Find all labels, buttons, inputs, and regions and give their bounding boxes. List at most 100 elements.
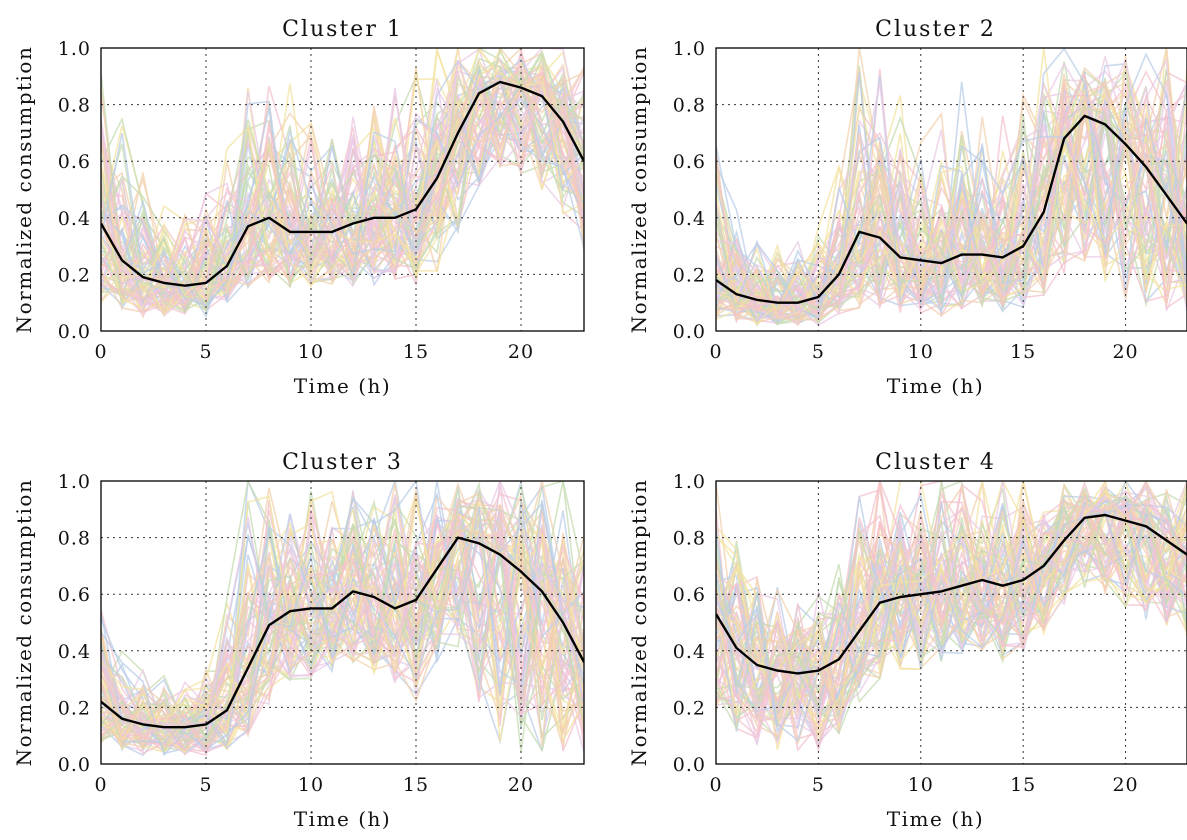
y-tick-label: 0.4	[673, 208, 706, 230]
member-profile-line	[716, 488, 1187, 706]
y-tick-label: 0.6	[673, 584, 706, 606]
member-profile-line	[101, 49, 584, 315]
y-tick-label: 0.4	[58, 641, 91, 663]
x-tick-label: 0	[94, 774, 107, 796]
cluster-2-panel: 0 5 10 15 20 0.0 0.2 0.4 0.6 0.8 1.0 Cluster 2 Time …	[627, 17, 1187, 398]
x-tick-label: 10	[908, 341, 934, 363]
y-axis-label: Normalized consumption	[12, 479, 36, 767]
x-tick-label: 0	[94, 341, 107, 363]
member-profile-line	[716, 481, 1187, 745]
x-tick-label: 10	[908, 774, 934, 796]
x-tick-label: 0	[709, 341, 722, 363]
y-tick-label: 0.2	[58, 264, 91, 286]
x-tick-label: 20	[1112, 341, 1138, 363]
member-profile-line	[101, 537, 584, 753]
x-axis-label: Time (h)	[294, 807, 391, 831]
member-profile-line	[716, 91, 1187, 325]
x-axis-label: Time (h)	[294, 374, 391, 398]
member-profile-line	[101, 530, 584, 750]
member-profile-line	[101, 510, 584, 754]
panel-title: Cluster 3	[282, 450, 403, 475]
y-tick-label: 0.8	[58, 95, 91, 117]
x-tick-label: 10	[298, 774, 324, 796]
y-tick-label: 1.0	[673, 38, 706, 60]
y-tick-label: 0.8	[673, 528, 706, 550]
member-profile-line	[101, 490, 584, 743]
y-tick-label: 0.2	[673, 264, 706, 286]
member-profile-line	[101, 48, 584, 316]
x-tick-label: 15	[1010, 341, 1036, 363]
x-tick-label: 10	[298, 341, 324, 363]
y-axis-label: Normalized consumption	[627, 46, 651, 334]
y-tick-label: 0.8	[673, 95, 706, 117]
axes-frame	[100, 480, 585, 765]
centroid-line	[716, 114, 1187, 304]
member-profile-line	[716, 485, 1187, 712]
y-tick-label: 0.0	[673, 321, 706, 343]
axes-frame	[715, 47, 1187, 332]
x-tick-label: 5	[199, 774, 212, 796]
y-tick-label: 0.2	[58, 697, 91, 719]
centroid-line	[101, 536, 584, 729]
y-tick-label: 0.6	[58, 151, 91, 173]
y-tick-label: 0.4	[58, 208, 91, 230]
panel-title: Cluster 2	[875, 17, 996, 42]
centroid-line	[716, 513, 1187, 675]
y-axis-label: Normalized consumption	[627, 479, 651, 767]
x-axis-label: Time (h)	[887, 807, 984, 831]
plot-area	[716, 48, 1187, 328]
panel-title: Cluster 1	[282, 17, 403, 42]
cluster-4-panel: 0 5 10 15 20 0.0 0.2 0.4 0.6 0.8 1.0 Cluster 4 Time …	[627, 450, 1187, 831]
y-tick-label: 0.4	[673, 641, 706, 663]
member-profile-line	[716, 510, 1187, 720]
member-profile-line	[716, 129, 1187, 318]
x-tick-label: 0	[709, 774, 722, 796]
x-tick-label: 5	[812, 341, 825, 363]
y-tick-label: 1.0	[58, 38, 91, 60]
member-profile-line	[101, 59, 584, 283]
member-profile-line	[101, 491, 584, 754]
member-profile-line	[716, 106, 1187, 310]
member-profile-line	[101, 64, 584, 305]
member-profile-line	[716, 510, 1187, 742]
member-profile-line	[101, 510, 584, 748]
member-profile-line	[101, 83, 584, 319]
plot-area	[101, 481, 584, 757]
x-tick-label: 20	[1112, 774, 1138, 796]
plot-area	[101, 48, 584, 320]
centroid-line	[101, 80, 584, 287]
x-axis-label: Time (h)	[887, 374, 984, 398]
member-profile-line	[716, 502, 1187, 725]
y-tick-label: 1.0	[58, 471, 91, 493]
member-profile-line	[101, 73, 584, 282]
member-profile-line	[716, 497, 1187, 748]
y-axis-label: Normalized consumption	[12, 46, 36, 334]
member-profile-line	[716, 82, 1187, 320]
x-tick-label: 20	[508, 774, 534, 796]
member-profile-line	[716, 48, 1187, 316]
x-tick-label: 5	[199, 341, 212, 363]
y-tick-label: 1.0	[673, 471, 706, 493]
axes-frame	[100, 47, 585, 332]
panel-title: Cluster 4	[875, 450, 996, 475]
member-profile-line	[716, 491, 1187, 744]
member-profile-line	[716, 56, 1187, 327]
axes-frame	[715, 480, 1187, 765]
x-tick-label: 15	[403, 774, 429, 796]
y-tick-label: 0.6	[673, 151, 706, 173]
y-tick-label: 0.0	[58, 754, 91, 776]
x-tick-label: 15	[1010, 774, 1036, 796]
member-profile-line	[716, 503, 1187, 735]
y-tick-label: 0.6	[58, 584, 91, 606]
x-tick-label: 15	[403, 341, 429, 363]
cluster-3-panel: 0 5 10 15 20 0.0 0.2 0.4 0.6 0.8 1.0 Cluster 3 Time …	[12, 450, 585, 831]
y-tick-label: 0.8	[58, 528, 91, 550]
x-tick-label: 5	[812, 774, 825, 796]
member-profile-line	[101, 481, 584, 740]
member-profile-line	[101, 75, 584, 299]
plot-area	[716, 481, 1187, 753]
cluster-1-panel: 0 5 10 15 20 0.0 0.2 0.4 0.6 0.8 1.0 Cluster 1 Time …	[12, 17, 585, 398]
x-tick-label: 20	[508, 341, 534, 363]
y-tick-label: 0.0	[58, 321, 91, 343]
